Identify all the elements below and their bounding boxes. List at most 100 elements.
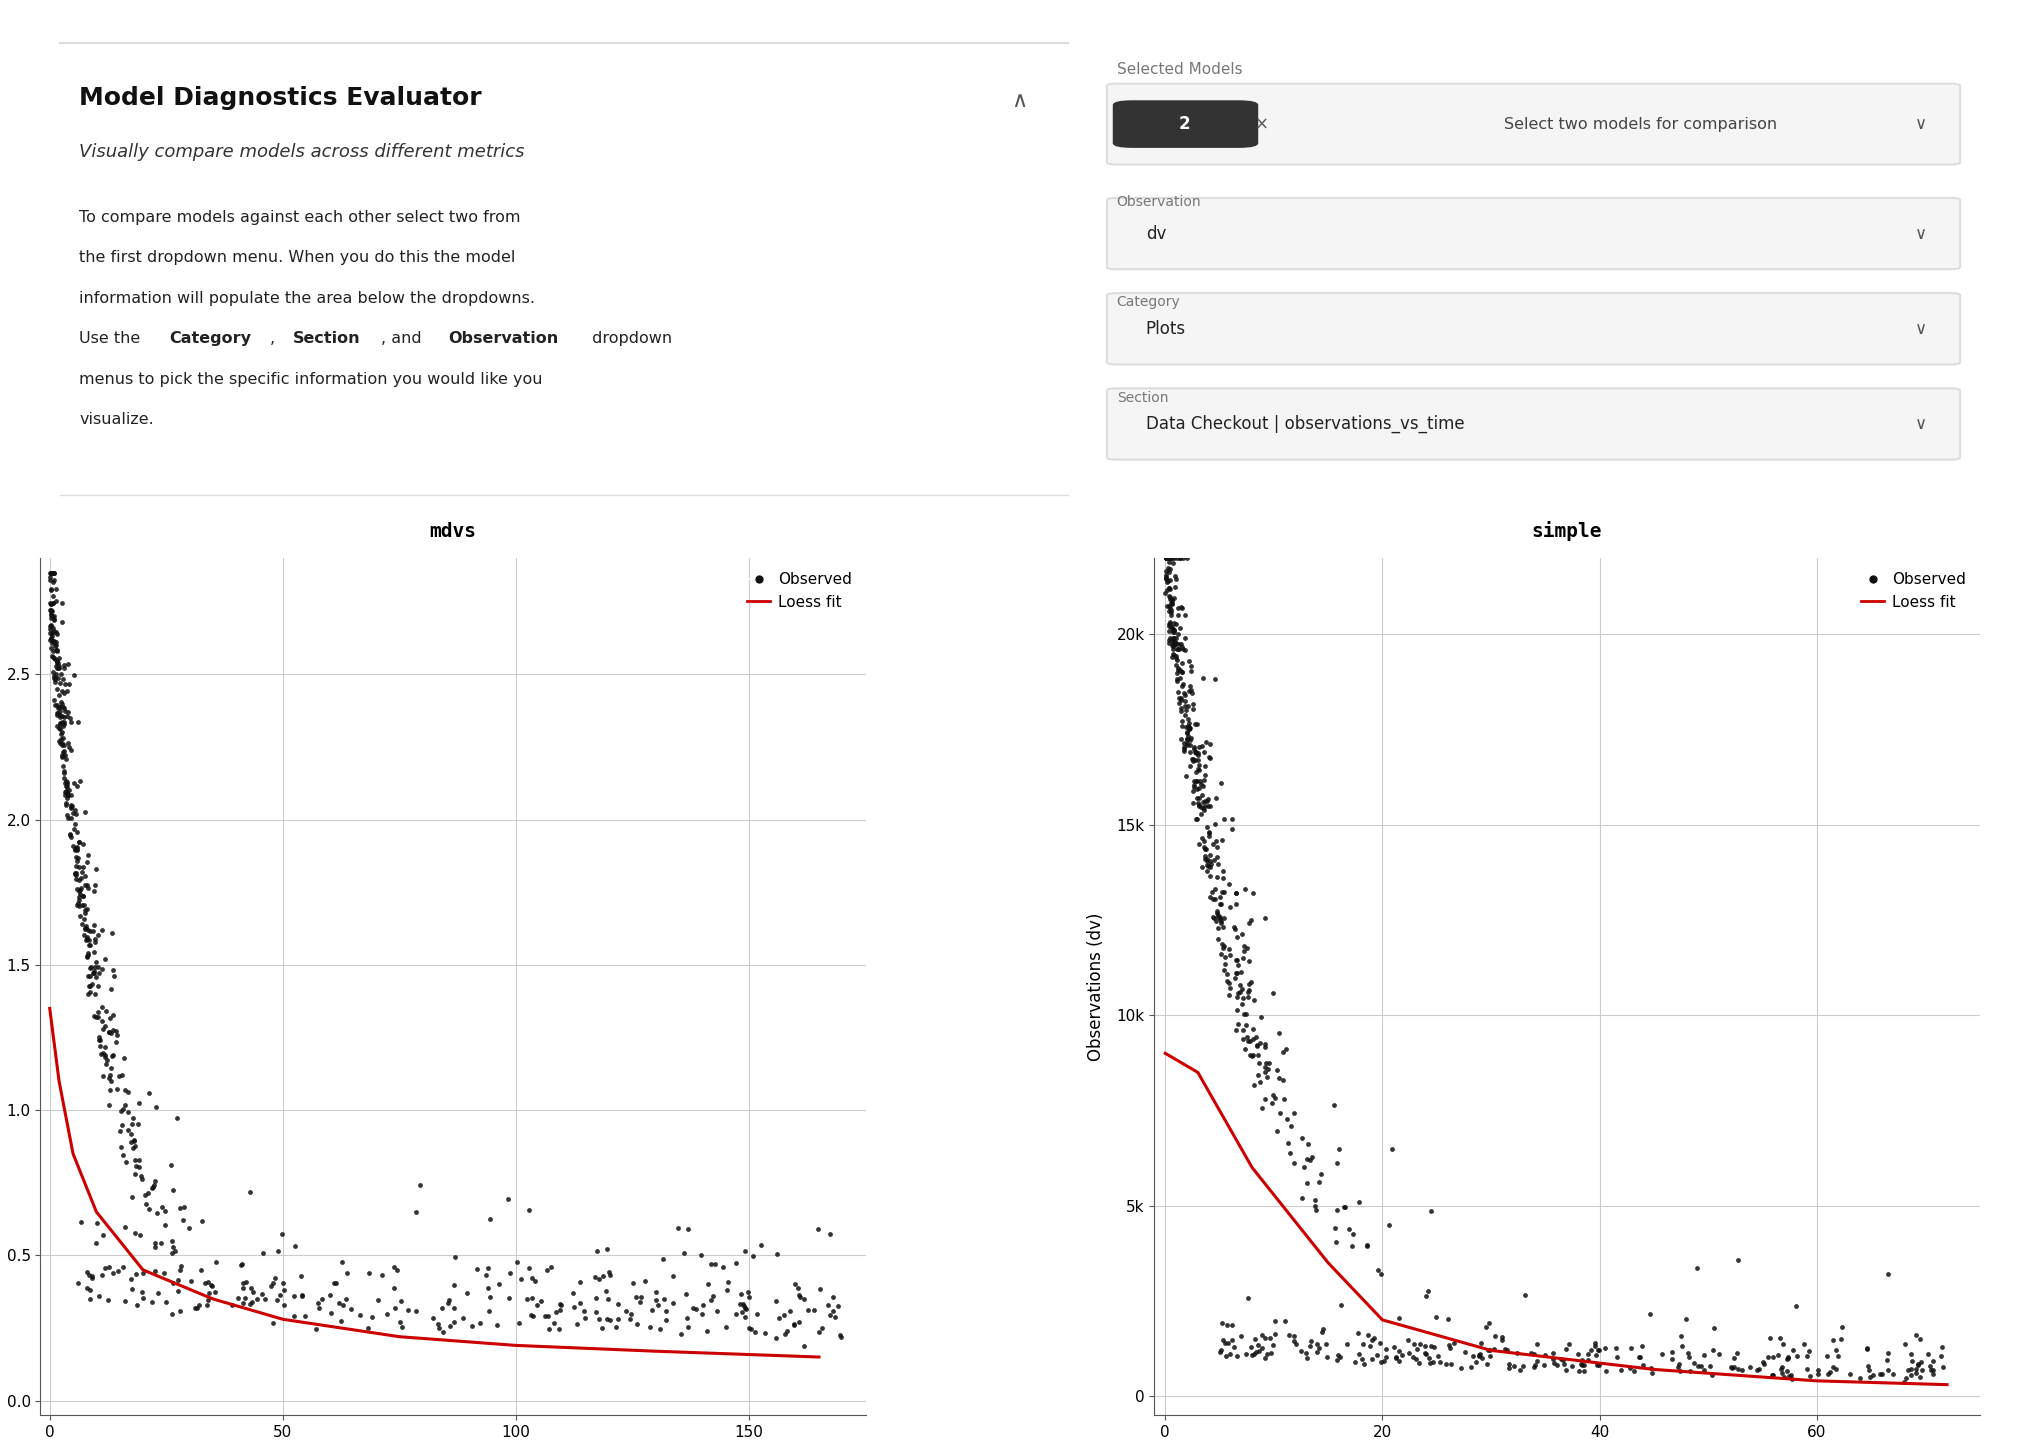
Point	[1901, 1357, 1933, 1380]
Point	[97, 1044, 129, 1067]
Point	[1157, 618, 1190, 641]
Point	[48, 657, 81, 680]
Point	[1162, 648, 1194, 671]
Point	[1155, 591, 1188, 614]
Point	[109, 1289, 141, 1313]
Point	[261, 1289, 293, 1313]
Point	[1212, 963, 1244, 986]
Point	[305, 1287, 337, 1310]
Point	[602, 1308, 634, 1331]
Point	[40, 650, 73, 673]
Point	[679, 1297, 711, 1320]
Point	[1159, 567, 1192, 591]
Point	[1184, 833, 1216, 856]
Point	[50, 679, 83, 702]
Point	[73, 933, 105, 956]
Point	[53, 673, 85, 696]
Point	[594, 1264, 626, 1287]
Point	[83, 975, 115, 998]
Point	[1624, 1346, 1656, 1369]
Point	[533, 1318, 566, 1341]
Point	[362, 1288, 394, 1311]
Point	[416, 1307, 448, 1330]
Point	[83, 962, 115, 985]
Point	[1252, 1057, 1285, 1080]
Point	[594, 1308, 626, 1331]
Point	[513, 1199, 545, 1222]
Point	[1497, 1354, 1529, 1378]
Point	[127, 1287, 160, 1310]
Point	[1162, 596, 1194, 619]
Point	[1285, 1340, 1317, 1363]
Point	[34, 637, 67, 660]
Point	[1563, 1359, 1596, 1382]
Point	[73, 843, 105, 866]
Point	[190, 1294, 222, 1317]
Point	[44, 611, 77, 634]
Point	[1153, 612, 1186, 635]
Point	[620, 1313, 652, 1336]
Point	[71, 897, 103, 920]
Text: ∨: ∨	[1915, 116, 1927, 133]
Point	[95, 1079, 127, 1102]
Point	[103, 1064, 135, 1087]
Point	[89, 1035, 121, 1058]
Point	[1196, 887, 1228, 910]
Point	[83, 956, 115, 979]
Point	[57, 835, 89, 858]
Point	[1572, 1349, 1604, 1372]
Point	[729, 1305, 762, 1328]
Point	[1162, 547, 1194, 570]
Point	[46, 739, 79, 762]
Point	[69, 918, 101, 941]
Point	[1400, 1347, 1432, 1370]
Point	[1194, 820, 1226, 843]
Point	[1772, 1347, 1804, 1370]
Point	[384, 1289, 416, 1313]
Point	[1172, 708, 1204, 731]
Point	[1287, 1126, 1319, 1149]
Point	[1903, 1353, 1935, 1376]
Point	[1303, 1171, 1335, 1194]
Point	[1157, 628, 1190, 651]
Point	[1464, 1347, 1497, 1370]
Point	[1703, 1343, 1735, 1366]
Point	[38, 619, 71, 643]
Point	[426, 1297, 459, 1320]
Point	[1582, 1353, 1614, 1376]
Point	[1236, 970, 1269, 993]
Point	[1772, 1359, 1804, 1382]
Point	[40, 703, 73, 726]
Point	[36, 640, 69, 663]
Point	[778, 1313, 810, 1336]
Point	[1198, 849, 1230, 872]
Point	[1198, 907, 1230, 930]
Point	[34, 628, 67, 651]
Point	[564, 1291, 596, 1314]
Point	[1345, 1347, 1378, 1370]
Point	[50, 787, 83, 810]
Point	[650, 1308, 683, 1331]
Point	[1218, 918, 1250, 941]
Point	[67, 907, 99, 930]
Point	[1721, 1341, 1753, 1365]
Point	[1303, 1336, 1335, 1359]
Point	[1224, 973, 1256, 996]
Point	[53, 731, 85, 754]
Point	[1392, 1341, 1424, 1365]
Point	[79, 930, 111, 953]
Point	[38, 569, 71, 592]
Point	[586, 1265, 618, 1288]
Point	[36, 661, 69, 684]
Point	[1157, 627, 1190, 650]
Point	[40, 634, 73, 657]
Point	[119, 1162, 152, 1186]
Point	[1232, 950, 1265, 973]
Point	[1188, 768, 1220, 791]
Point	[95, 921, 127, 944]
Point	[46, 680, 79, 703]
Point	[1220, 962, 1252, 985]
Point	[1200, 845, 1232, 868]
Point	[1250, 1051, 1283, 1074]
Point	[432, 1291, 465, 1314]
